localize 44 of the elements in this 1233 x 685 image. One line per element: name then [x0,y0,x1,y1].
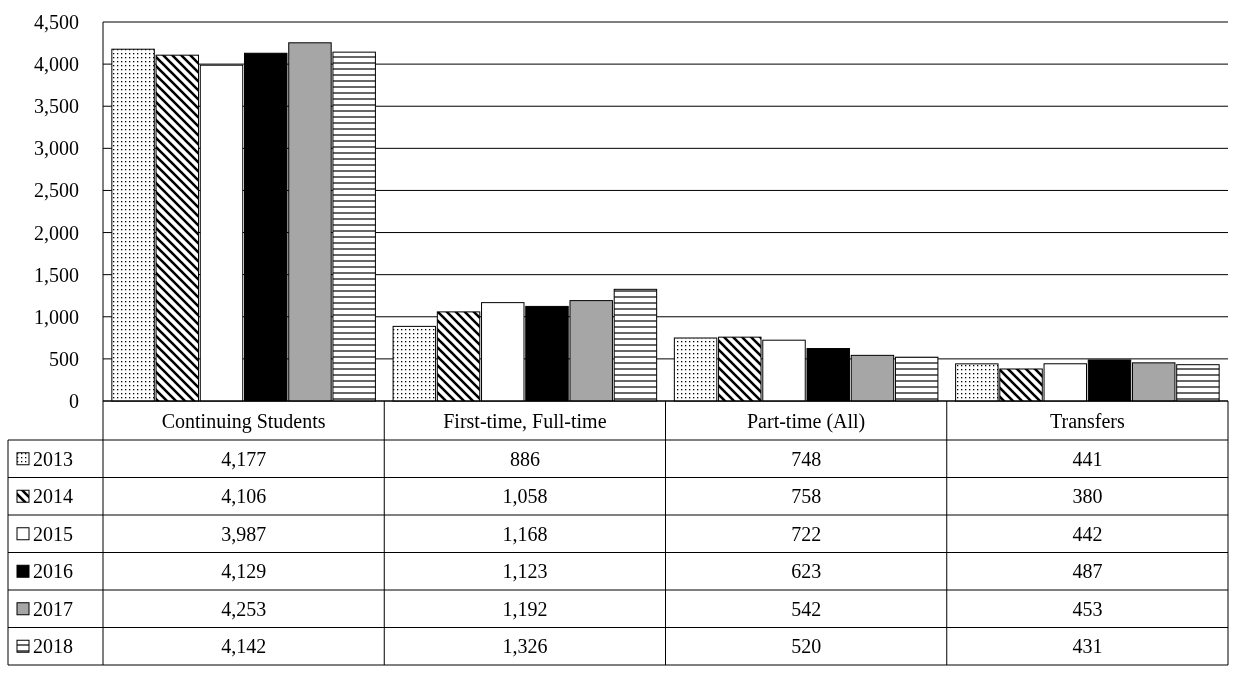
data-label: 380 [1072,485,1103,508]
data-label: 722 [791,522,822,545]
data-label: 886 [509,447,540,470]
legend-label: 2018 [33,635,73,658]
data-label: 4,253 [221,597,267,620]
data-label: 453 [1072,597,1103,620]
data-label: 441 [1072,447,1103,470]
data-label: 1,168 [502,522,548,545]
y-tick-label: 4,000 [34,53,79,76]
data-label: 4,177 [221,447,267,470]
data-label: 4,129 [221,560,267,583]
legend-label: 2013 [33,447,73,470]
data-label: 4,106 [221,485,267,508]
data-label: 623 [791,560,822,583]
data-label: 1,058 [502,485,548,508]
y-tick-label: 4,500 [34,11,79,33]
y-tick-label: 3,000 [34,137,79,160]
x-tick-label: First-time, Full-time [443,409,607,432]
y-tick-label: 0 [69,390,79,412]
data-label: 4,142 [221,635,267,658]
data-label: 748 [791,447,822,470]
legend-label: 2017 [33,597,73,620]
y-tick-label: 2,000 [34,221,79,244]
data-label: 1,192 [502,597,548,620]
x-tick-label: Continuing Students [161,409,326,433]
data-label: 431 [1072,635,1103,658]
y-tick-label: 1,000 [34,305,79,328]
legend-label: 2014 [33,485,73,508]
data-label: 542 [791,597,822,620]
data-label: 3,987 [221,522,267,545]
data-label: 758 [791,485,822,508]
y-tick-label: 2,500 [34,179,79,202]
data-label: 487 [1072,560,1103,583]
legend-label: 2015 [33,522,73,545]
x-tick-label: Transfers [1049,409,1125,432]
data-label: 442 [1072,522,1103,545]
y-tick-label: 3,500 [34,95,79,118]
data-label: 1,326 [502,635,548,658]
y-tick-label: 500 [49,347,79,370]
legend-label: 2016 [33,560,73,583]
data-label: 1,123 [502,560,548,583]
x-tick-label: Part-time (All) [746,409,866,433]
y-tick-label: 1,500 [34,263,79,286]
data-label: 520 [791,635,822,658]
